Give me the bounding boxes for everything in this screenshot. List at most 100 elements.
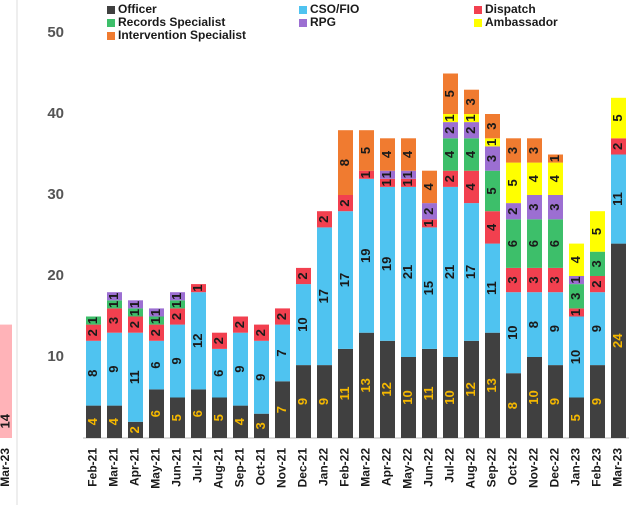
data-label: 1 [547, 155, 562, 162]
bar-segment [485, 170, 500, 212]
data-label: 3 [505, 276, 520, 283]
bar-segment [485, 211, 500, 244]
bar-segment [380, 340, 395, 438]
x-tick-label: Jan-23 [569, 448, 583, 486]
x-tick-label: Aug-22 [464, 448, 478, 489]
bar-segment [380, 170, 395, 179]
bar-segment [443, 186, 458, 357]
data-label: 10 [568, 350, 583, 364]
legend-swatch [107, 19, 115, 27]
data-label: 9 [232, 366, 247, 373]
bar [0, 324, 12, 438]
data-label: 12 [190, 334, 205, 348]
bar-segment [86, 340, 101, 406]
bar-segment [149, 316, 164, 325]
legend-swatch [299, 6, 307, 14]
data-label: 13 [358, 378, 373, 392]
bar-segment [107, 300, 122, 309]
data-label: 3 [526, 147, 541, 154]
bar-segment [422, 203, 437, 220]
data-label: 10 [400, 390, 415, 404]
bar-segment [296, 284, 311, 366]
bar-segment [569, 397, 584, 438]
x-tick-label: Oct-22 [506, 448, 520, 486]
x-tick-label: Oct-21 [254, 448, 268, 486]
data-label: 4 [547, 174, 562, 182]
data-label: 11 [337, 387, 352, 401]
x-tick-label: Dec-22 [548, 448, 562, 488]
data-label: 9 [589, 325, 604, 332]
bar-segment [380, 178, 395, 187]
data-label: 2 [148, 329, 163, 336]
data-label: 9 [253, 374, 268, 381]
data-label: 3 [547, 276, 562, 283]
bar-segment [359, 332, 374, 438]
data-label: 10 [505, 325, 520, 339]
data-label: 2 [211, 337, 226, 344]
data-label: 1 [190, 285, 205, 292]
data-label: 9 [547, 398, 562, 405]
data-label: 6 [547, 240, 562, 247]
bar-segment [443, 170, 458, 187]
data-label: 4 [442, 150, 457, 158]
bar-segment [485, 243, 500, 333]
x-tick-label: Mar-23 [0, 448, 12, 487]
bar-segment [401, 170, 416, 179]
data-label: 3 [526, 204, 541, 211]
data-label: 1 [568, 276, 583, 283]
bar-segment [527, 195, 542, 220]
legend-swatch [474, 19, 482, 27]
bar-segment [527, 267, 542, 293]
bar-segment [443, 122, 458, 139]
bar-segment [422, 219, 437, 228]
bar-segment [317, 365, 332, 438]
x-tick-label: Jun-21 [170, 448, 184, 487]
data-label: 3 [253, 422, 268, 429]
data-label: 10 [442, 390, 457, 404]
x-tick-label: Feb-22 [338, 448, 352, 487]
bar-segment [569, 276, 584, 285]
bar-segment [422, 227, 437, 349]
data-label: 2 [442, 175, 457, 182]
bar-segment [464, 203, 479, 341]
data-label: 4 [106, 417, 121, 425]
bar-segment [569, 316, 584, 398]
bar-segment [359, 130, 374, 171]
data-label: 4 [85, 417, 100, 425]
x-tick-label: May-21 [149, 448, 163, 489]
bar-segment [107, 308, 122, 333]
bar-segment [527, 357, 542, 438]
data-label: 5 [358, 147, 373, 154]
data-label: 1 [568, 309, 583, 316]
data-label: 4 [568, 255, 583, 263]
data-label: 2 [421, 208, 436, 215]
bar-segment [548, 219, 563, 268]
bar-segment [191, 389, 206, 438]
bar-segment [548, 267, 563, 293]
bar-segment [527, 138, 542, 163]
data-label: 8 [526, 321, 541, 328]
data-label: 1 [421, 220, 436, 227]
legend-label: Officer [118, 2, 157, 16]
bar-segment [464, 89, 479, 114]
data-label: 10 [295, 317, 310, 331]
y-tick-label: 40 [47, 105, 64, 122]
bar-segment [317, 227, 332, 366]
x-tick-label: Apr-21 [128, 448, 142, 486]
x-tick-label: Mar-21 [107, 448, 121, 487]
bar-segment [233, 405, 248, 438]
data-label: 1 [463, 114, 478, 121]
data-label: 4 [400, 150, 415, 158]
data-label: 11 [127, 370, 142, 384]
data-label: 2 [253, 329, 268, 336]
data-label: 1 [106, 301, 121, 308]
bar-segment [611, 154, 626, 244]
data-label: 10 [526, 390, 541, 404]
data-label: 11 [610, 192, 625, 206]
bar-segment [464, 138, 479, 171]
bar-segment [149, 389, 164, 438]
data-label: 4 [232, 417, 247, 425]
bar-segment [485, 146, 500, 171]
data-label: 3 [463, 98, 478, 105]
data-label: 1 [85, 317, 100, 324]
